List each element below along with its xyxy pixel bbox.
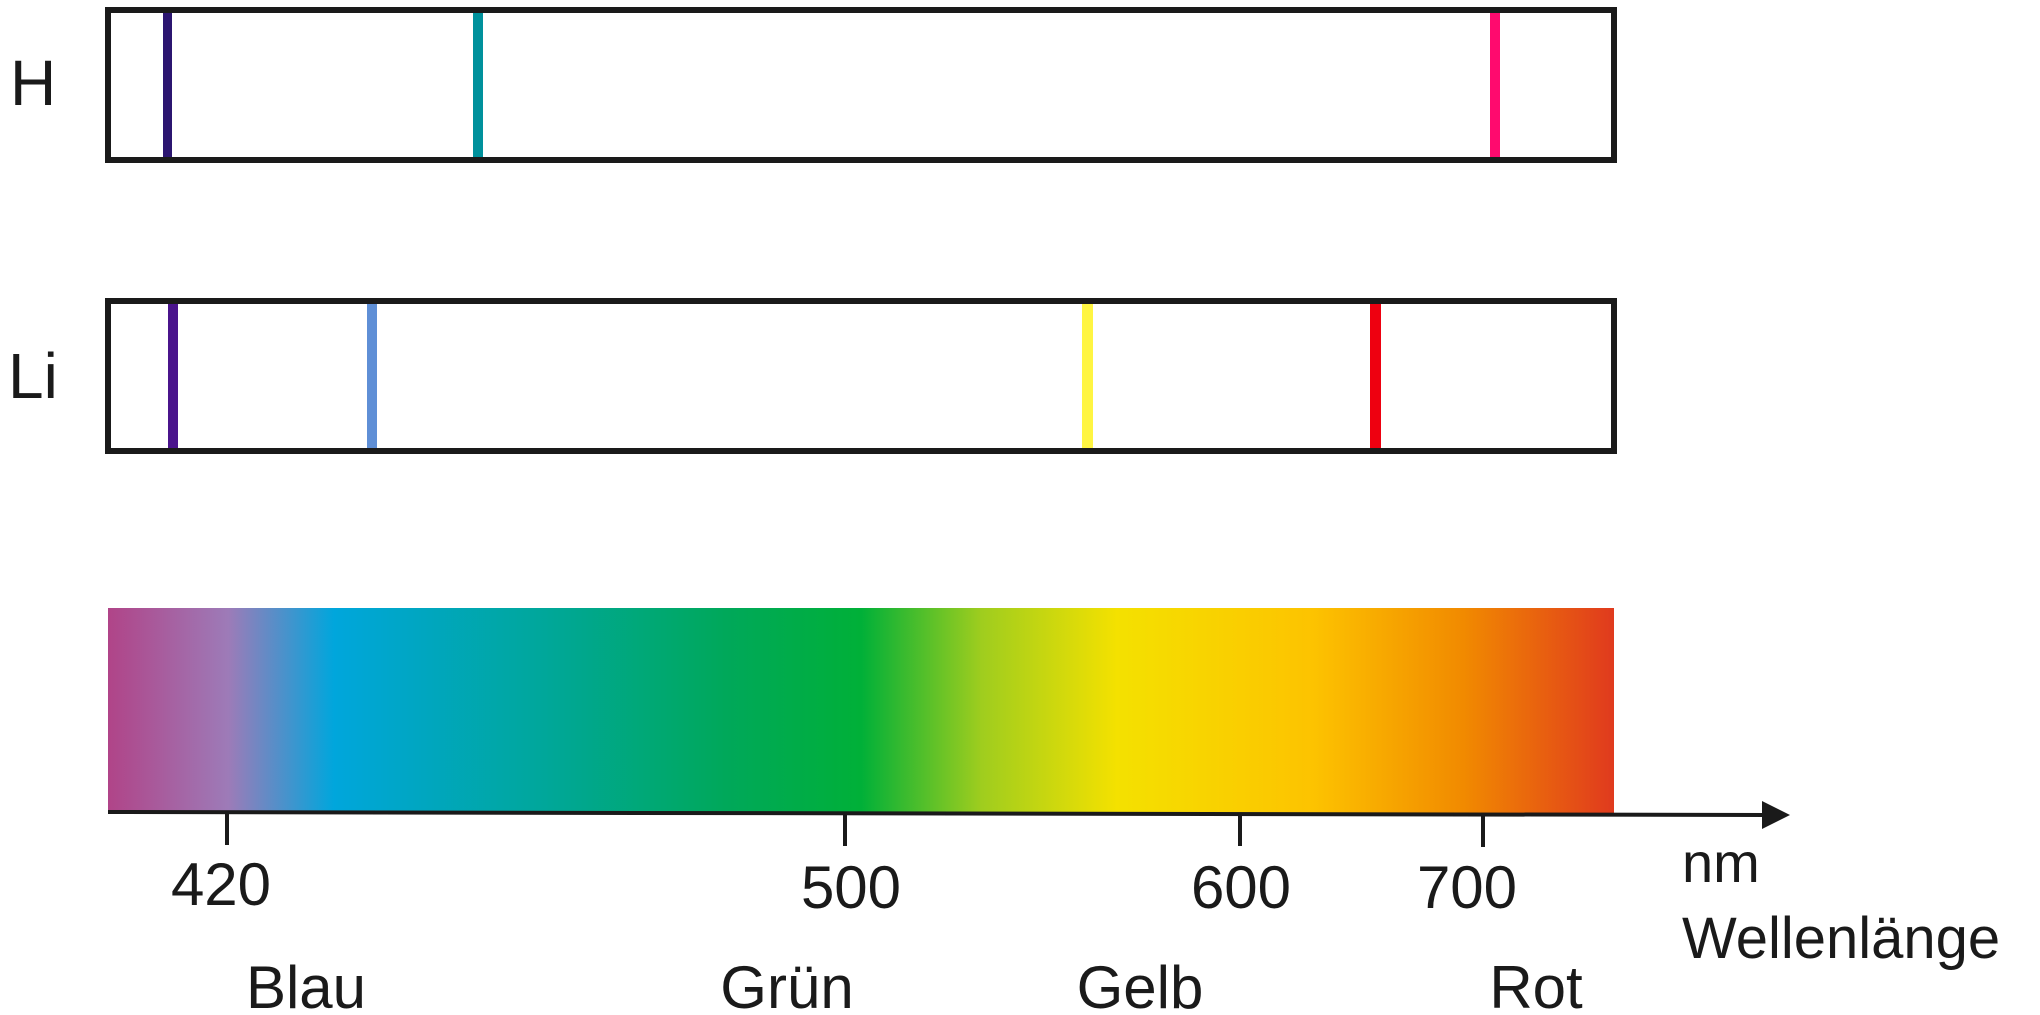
lithium-spectrum: Li xyxy=(8,298,1617,454)
hydrogen-line-cyan xyxy=(473,13,483,157)
axis-title: Wellenlänge xyxy=(1682,906,2000,971)
tick-label-700: 700 xyxy=(1417,854,1517,921)
color-names: Blau Grün Gelb Rot xyxy=(246,954,1583,1015)
hydrogen-spectrum-box xyxy=(105,7,1617,163)
lithium-line-blue xyxy=(367,304,377,448)
color-name-rot: Rot xyxy=(1489,954,1583,1015)
hydrogen-line-red xyxy=(1490,13,1500,157)
tick-label-420: 420 xyxy=(171,851,271,918)
tick-label-600: 600 xyxy=(1191,854,1291,921)
color-name-blau: Blau xyxy=(246,954,366,1015)
lithium-line-violet xyxy=(168,304,178,448)
axis-line xyxy=(107,810,1767,817)
lithium-line-red xyxy=(1370,304,1381,448)
hydrogen-label: H xyxy=(10,47,56,119)
tick-label-500: 500 xyxy=(801,854,901,921)
continuous-color-spectrum xyxy=(108,608,1614,813)
hydrogen-line-violet xyxy=(163,13,172,157)
lithium-spectrum-box xyxy=(105,298,1617,454)
wavelength-axis: 420 500 600 700 nm Wellenlänge xyxy=(107,801,2000,971)
lithium-label: Li xyxy=(8,340,58,412)
axis-arrowhead xyxy=(1762,801,1790,829)
lithium-line-yellow xyxy=(1082,304,1093,448)
hydrogen-spectrum: H xyxy=(10,7,1617,163)
color-name-gruen: Grün xyxy=(720,954,853,1015)
axis-unit: nm xyxy=(1682,831,1760,894)
color-name-gelb: Gelb xyxy=(1077,954,1204,1015)
